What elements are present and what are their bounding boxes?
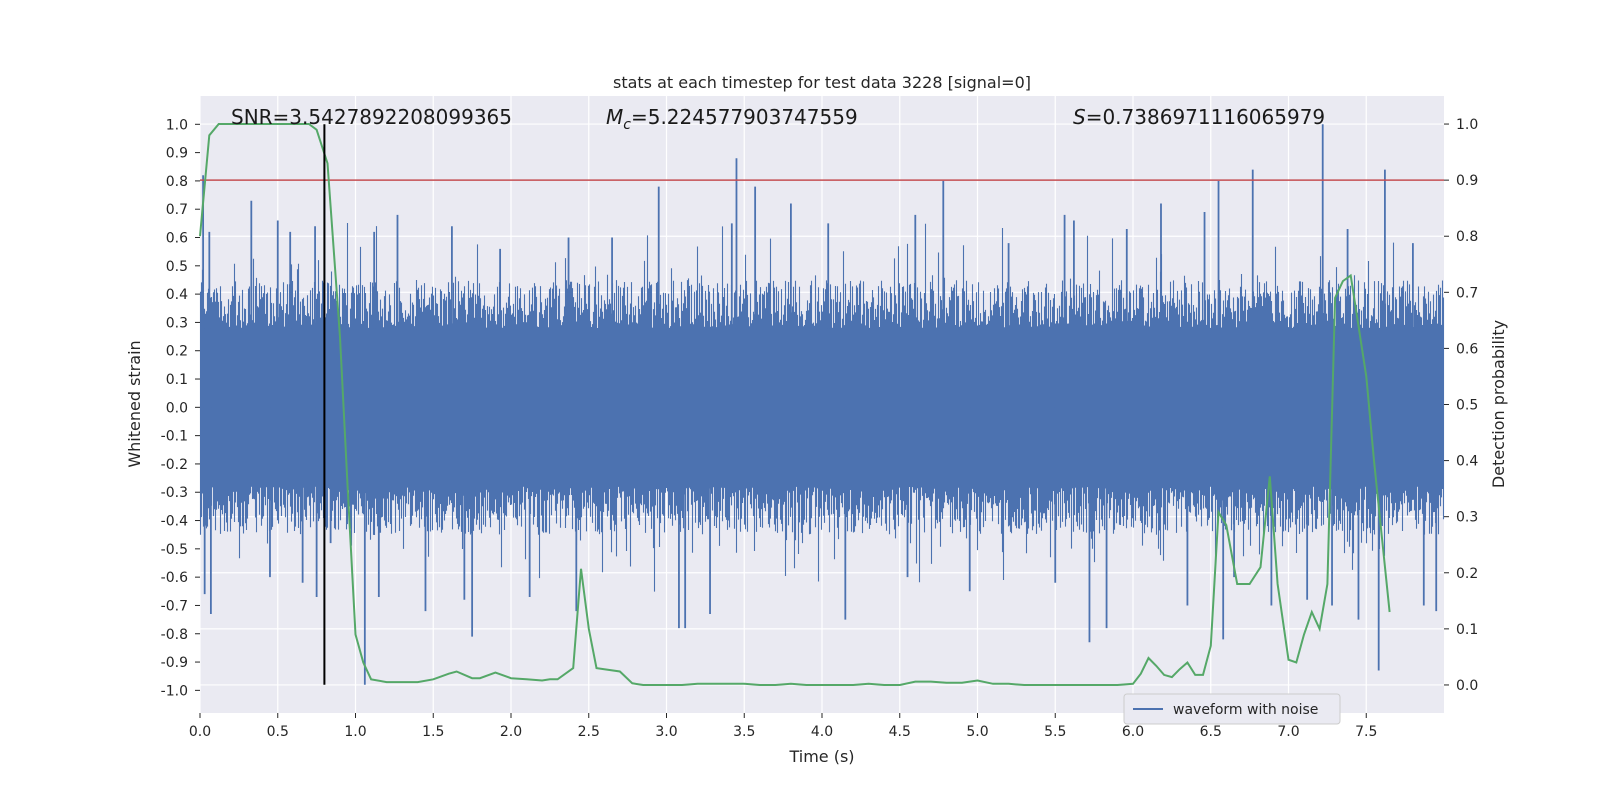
ticks: 0.0 0.5 1.0 1.5 2.0 2.5 3.0 3.5 4.0 4.5 5.0 5.5 6.0 6… bbox=[161, 117, 1479, 740]
waveform-core-band bbox=[200, 328, 1444, 487]
y-right-tick-label: 0.1 bbox=[1456, 622, 1478, 638]
y-right-tick-label: 0.0 bbox=[1456, 678, 1478, 694]
y-left-tick-label: 0.2 bbox=[166, 344, 188, 360]
x-tick-label: 7.5 bbox=[1355, 724, 1377, 740]
y-right-tick-label: 0.6 bbox=[1456, 341, 1478, 357]
x-tick-label: 5.5 bbox=[1044, 724, 1066, 740]
chirp-mass-symbol: M bbox=[606, 105, 623, 129]
y-left-tick-label: -0.2 bbox=[161, 457, 188, 473]
chirp-mass-value: =5.224577903747559 bbox=[631, 105, 858, 129]
score-symbol: S bbox=[1073, 105, 1086, 129]
y-left-tick-label: -0.9 bbox=[161, 655, 188, 671]
y-right-tick-label: 1.0 bbox=[1456, 117, 1478, 133]
x-tick-label: 1.0 bbox=[344, 724, 366, 740]
chart-title: stats at each timestep for test data 322… bbox=[613, 73, 1031, 92]
y-left-tick-label: 0.7 bbox=[166, 202, 188, 218]
x-tick-label: 6.0 bbox=[1122, 724, 1144, 740]
y-right-tick-label: 0.9 bbox=[1456, 173, 1478, 189]
y-left-tick-label: 0.3 bbox=[166, 315, 188, 331]
y-left-tick-label: -0.8 bbox=[161, 627, 188, 643]
x-tick-label: 1.5 bbox=[422, 724, 444, 740]
y-right-tick-label: 0.3 bbox=[1456, 510, 1478, 526]
y-left-tick-label: -0.4 bbox=[161, 514, 188, 530]
y-left-tick-label: -0.6 bbox=[161, 570, 188, 586]
y-left-tick-label: 0.6 bbox=[166, 231, 188, 247]
overlay-layer bbox=[199, 123, 1444, 686]
y-left-tick-label: -0.7 bbox=[161, 598, 188, 614]
y-left-tick-label: 0.0 bbox=[166, 400, 188, 416]
x-tick-label: 0.0 bbox=[189, 724, 211, 740]
y-right-tick-label: 0.4 bbox=[1456, 454, 1478, 470]
chirp-mass-annotation: Mc=5.224577903747559 bbox=[606, 105, 858, 133]
x-tick-label: 4.0 bbox=[811, 724, 833, 740]
x-tick-label: 6.5 bbox=[1200, 724, 1222, 740]
detection-probability-line bbox=[199, 123, 1391, 686]
chirp-mass-subscript: c bbox=[623, 117, 631, 133]
y-left-tick-label: 0.9 bbox=[166, 146, 188, 162]
legend-box bbox=[1123, 693, 1341, 725]
score-value: =0.7386971116065979 bbox=[1086, 105, 1325, 129]
legend: waveform with noise bbox=[1123, 693, 1341, 725]
legend-label: waveform with noise bbox=[1173, 702, 1318, 718]
y-left-tick-label: 0.1 bbox=[166, 372, 188, 388]
y-left-tick-label: -0.1 bbox=[161, 429, 188, 445]
y-left-tick-label: 1.0 bbox=[166, 117, 188, 133]
y-left-tick-label: -1.0 bbox=[161, 683, 188, 699]
x-tick-label: 7.0 bbox=[1277, 724, 1299, 740]
score-annotation: S=0.7386971116065979 bbox=[1073, 105, 1325, 129]
y-right-tick-label: 0.7 bbox=[1456, 285, 1478, 301]
y-right-tick-label: 0.8 bbox=[1456, 229, 1478, 245]
x-tick-label: 3.5 bbox=[733, 724, 755, 740]
snr-annotation: SNR=3.5427892208099365 bbox=[231, 105, 512, 129]
y-axis-label-left: Whitened strain bbox=[125, 340, 144, 467]
y-axis-label-right: Detection probability bbox=[1489, 320, 1508, 488]
x-tick-label: 3.0 bbox=[655, 724, 677, 740]
x-tick-label: 2.5 bbox=[578, 724, 600, 740]
x-tick-label: 5.0 bbox=[966, 724, 988, 740]
x-axis-label: Time (s) bbox=[788, 747, 854, 766]
y-right-tick-label: 0.5 bbox=[1456, 398, 1478, 414]
x-tick-label: 2.0 bbox=[500, 724, 522, 740]
y-left-tick-label: -0.3 bbox=[161, 485, 188, 501]
y-left-tick-label: 0.4 bbox=[166, 287, 188, 303]
x-tick-label: 0.5 bbox=[267, 724, 289, 740]
waveform-layer bbox=[199, 124, 1445, 685]
y-right-tick-label: 0.2 bbox=[1456, 566, 1478, 582]
y-left-tick-label: 0.5 bbox=[166, 259, 188, 275]
y-left-tick-label: 0.8 bbox=[166, 174, 188, 190]
x-tick-label: 4.5 bbox=[889, 724, 911, 740]
y-left-tick-label: -0.5 bbox=[161, 542, 188, 558]
